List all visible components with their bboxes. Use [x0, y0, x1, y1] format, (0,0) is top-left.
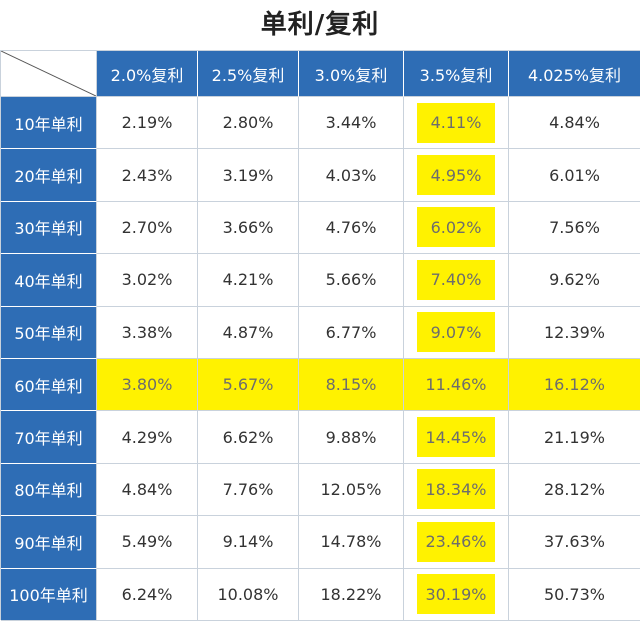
table-cell: 4.29%: [97, 411, 198, 464]
column-header: 2.0%复利: [97, 51, 198, 97]
highlighted-value: 30.19%: [417, 574, 495, 615]
table-cell: 12.39%: [509, 307, 640, 359]
corner-cell: [1, 51, 97, 97]
row-header: 20年单利: [1, 149, 97, 202]
table-cell: 4.84%: [97, 463, 198, 517]
table-cell: 3.19%: [198, 149, 299, 202]
table-cell: 7.56%: [509, 202, 640, 255]
highlighted-value: 4.11%: [417, 102, 495, 143]
row-header: 80年单利: [1, 463, 97, 517]
table-cell: 30.19%: [404, 568, 509, 621]
highlighted-value: 9.07%: [417, 312, 495, 353]
row-header: 60年单利: [1, 358, 97, 412]
column-header: 2.5%复利: [198, 51, 299, 97]
table-cell: 5.49%: [97, 516, 198, 569]
table-cell: 4.95%: [404, 149, 509, 202]
table-cell: 5.67%: [198, 358, 299, 412]
table-cell: 4.03%: [299, 149, 404, 202]
diagonal-divider: [1, 51, 96, 96]
table-cell: 3.80%: [97, 358, 198, 412]
highlighted-value: 23.46%: [417, 521, 495, 562]
table-cell: 37.63%: [509, 516, 640, 569]
table-cell: 4.11%: [404, 97, 509, 150]
table-cell: 12.05%: [299, 463, 404, 517]
row-header: 70年单利: [1, 411, 97, 464]
table-cell: 4.84%: [509, 97, 640, 150]
column-header: 4.025%复利: [509, 51, 640, 97]
table-cell: 14.78%: [299, 516, 404, 569]
table-cell: 9.62%: [509, 254, 640, 307]
table-cell: 5.66%: [299, 254, 404, 307]
row-header: 50年单利: [1, 306, 97, 359]
table-cell: 7.40%: [404, 254, 509, 307]
table-cell: 2.80%: [198, 97, 299, 150]
table-cell: 3.02%: [97, 254, 198, 307]
table-cell: 50.73%: [509, 569, 640, 621]
table-cell: 6.02%: [404, 201, 509, 255]
table-cell: 6.24%: [97, 568, 198, 621]
rate-table: 2.0%复利 2.5%复利 3.0%复利 3.5%复利 4.025%复利 10年单利 2.1…: [0, 50, 640, 621]
table-cell: 14.45%: [404, 411, 509, 464]
table-cell: 7.76%: [198, 463, 299, 517]
table-cell: 3.44%: [299, 97, 404, 150]
table-cell: 21.19%: [509, 411, 640, 464]
table-cell: 18.34%: [404, 463, 509, 517]
table-cell: 8.15%: [299, 358, 404, 412]
table-cell: 6.77%: [299, 306, 404, 359]
table-title: 单利/复利: [260, 10, 380, 40]
table-cell: 16.12%: [509, 358, 640, 412]
row-header: 40年单利: [1, 254, 97, 307]
table-cell: 9.07%: [404, 306, 509, 359]
table-cell: 18.22%: [299, 568, 404, 621]
row-header: 10年单利: [1, 97, 97, 150]
highlighted-value: 14.45%: [417, 417, 495, 458]
table-cell: 10.08%: [198, 568, 299, 621]
table-cell: 4.87%: [198, 306, 299, 359]
table-cell: 11.46%: [404, 358, 509, 412]
row-header: 100年单利: [1, 568, 97, 621]
highlighted-value: 7.40%: [417, 259, 495, 300]
table-cell: 4.21%: [198, 254, 299, 307]
row-header: 30年单利: [1, 201, 97, 255]
table-cell: 6.01%: [509, 149, 640, 202]
highlighted-value: 18.34%: [417, 469, 495, 510]
row-header: 90年单利: [1, 516, 97, 569]
table-cell: 28.12%: [509, 464, 640, 517]
table-cell: 9.88%: [299, 411, 404, 464]
column-header: 3.0%复利: [299, 51, 404, 97]
table-cell: 2.43%: [97, 149, 198, 202]
table-cell: 9.14%: [198, 516, 299, 569]
table-cell: 6.62%: [198, 411, 299, 464]
column-header: 3.5%复利: [404, 51, 509, 97]
table-cell: 3.38%: [97, 306, 198, 359]
table-cell: 23.46%: [404, 516, 509, 569]
table-cell: 2.19%: [97, 97, 198, 150]
table-cell: 4.76%: [299, 201, 404, 255]
table-cell: 3.66%: [198, 201, 299, 255]
highlighted-value: 6.02%: [417, 207, 495, 248]
highlighted-value: 4.95%: [417, 155, 495, 196]
table-cell: 2.70%: [97, 201, 198, 255]
